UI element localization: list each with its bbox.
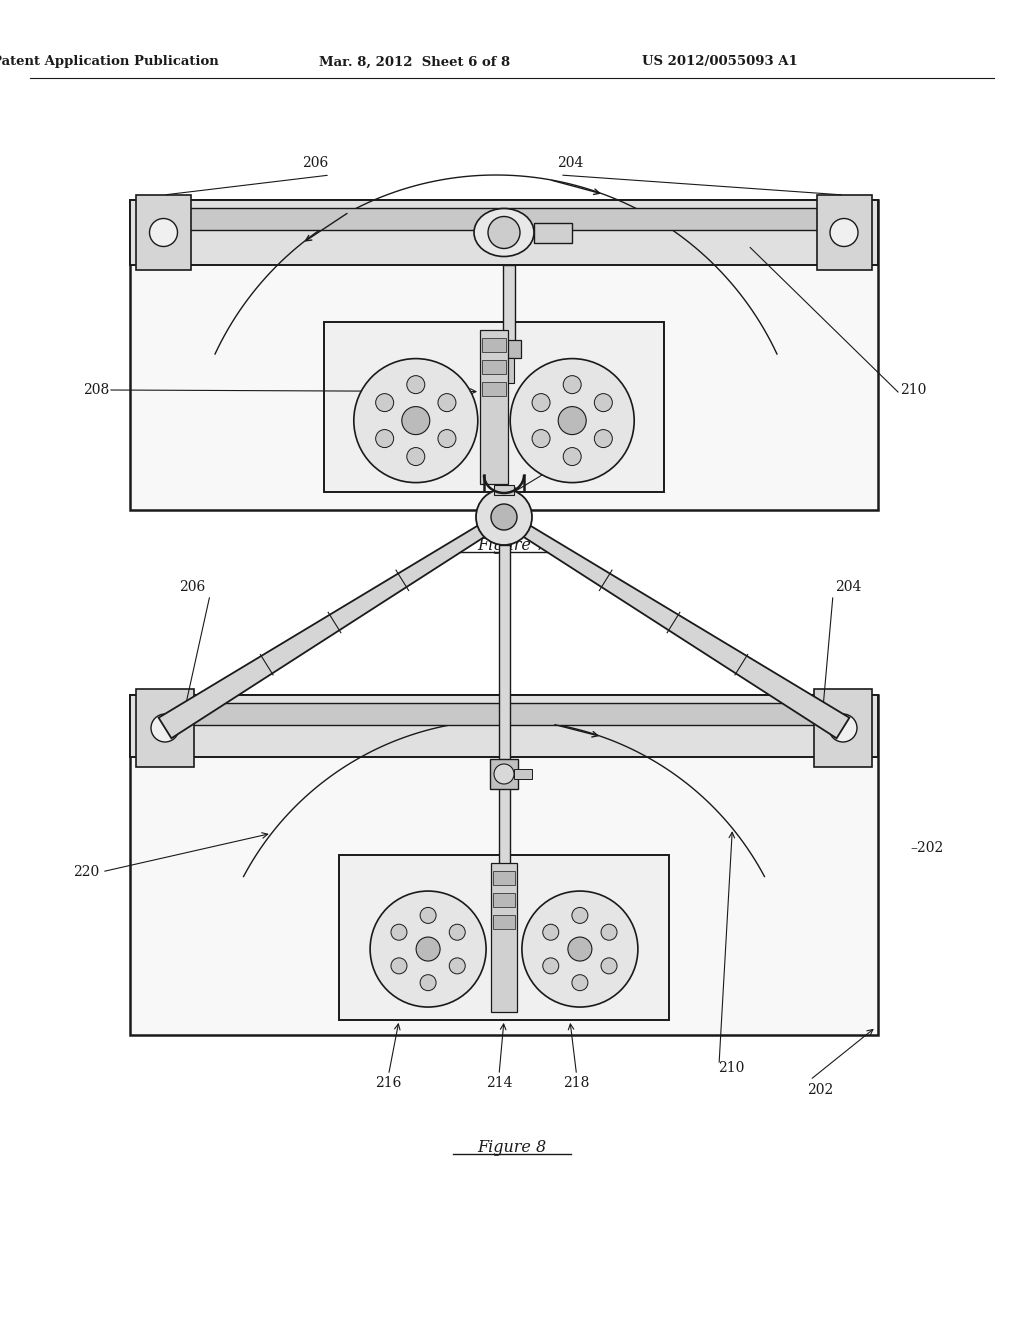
Text: 202: 202 bbox=[807, 1082, 834, 1097]
Circle shape bbox=[407, 376, 425, 393]
Circle shape bbox=[532, 429, 550, 447]
Circle shape bbox=[510, 359, 634, 483]
Bar bbox=[170, 209, 838, 230]
Polygon shape bbox=[159, 512, 507, 738]
Text: 204: 204 bbox=[557, 156, 584, 170]
Bar bbox=[324, 322, 664, 492]
Bar bbox=[136, 689, 194, 767]
Bar bbox=[504, 358, 514, 383]
Circle shape bbox=[391, 958, 407, 974]
Bar bbox=[497, 341, 521, 358]
Circle shape bbox=[601, 958, 617, 974]
Ellipse shape bbox=[474, 209, 534, 256]
Circle shape bbox=[450, 958, 465, 974]
Bar bbox=[493, 894, 515, 907]
Text: Figure 7: Figure 7 bbox=[477, 537, 547, 554]
Circle shape bbox=[150, 219, 177, 247]
Circle shape bbox=[420, 907, 436, 924]
Circle shape bbox=[476, 488, 532, 545]
Text: 206: 206 bbox=[302, 156, 328, 170]
Polygon shape bbox=[501, 512, 849, 738]
Circle shape bbox=[488, 216, 520, 248]
Text: 220: 220 bbox=[73, 865, 99, 879]
Circle shape bbox=[571, 907, 588, 924]
Circle shape bbox=[450, 924, 465, 940]
Bar bbox=[503, 265, 515, 345]
Bar bbox=[170, 704, 838, 725]
Text: 214: 214 bbox=[485, 1076, 512, 1090]
Bar bbox=[494, 484, 514, 495]
Bar bbox=[493, 871, 515, 884]
Bar bbox=[136, 195, 191, 271]
Text: 216: 216 bbox=[376, 1076, 401, 1090]
Circle shape bbox=[438, 393, 456, 412]
Circle shape bbox=[416, 937, 440, 961]
Bar bbox=[339, 855, 669, 1020]
Bar bbox=[493, 915, 515, 929]
Text: Figure 8: Figure 8 bbox=[477, 1139, 547, 1156]
Text: US 2012/0055093 A1: US 2012/0055093 A1 bbox=[642, 55, 798, 69]
Bar bbox=[130, 201, 878, 510]
Circle shape bbox=[370, 891, 486, 1007]
Circle shape bbox=[568, 937, 592, 961]
Bar bbox=[130, 696, 878, 1035]
Circle shape bbox=[522, 891, 638, 1007]
Bar bbox=[514, 770, 532, 779]
Text: Mar. 8, 2012  Sheet 6 of 8: Mar. 8, 2012 Sheet 6 of 8 bbox=[319, 55, 511, 69]
Bar bbox=[814, 689, 872, 767]
Circle shape bbox=[391, 924, 407, 940]
Bar bbox=[130, 696, 878, 756]
Circle shape bbox=[420, 974, 436, 991]
Text: 210: 210 bbox=[718, 1061, 744, 1074]
Text: 208: 208 bbox=[83, 383, 110, 397]
Circle shape bbox=[830, 219, 858, 247]
Circle shape bbox=[401, 407, 430, 434]
Text: Patent Application Publication: Patent Application Publication bbox=[0, 55, 218, 69]
Text: 208: 208 bbox=[549, 455, 575, 469]
Bar bbox=[817, 195, 872, 271]
Circle shape bbox=[829, 714, 857, 742]
Bar bbox=[482, 338, 506, 352]
Bar bbox=[490, 863, 517, 1012]
Circle shape bbox=[438, 429, 456, 447]
Circle shape bbox=[543, 958, 559, 974]
Bar bbox=[499, 545, 510, 906]
Bar bbox=[534, 223, 572, 243]
Circle shape bbox=[571, 974, 588, 991]
Circle shape bbox=[407, 447, 425, 466]
Circle shape bbox=[490, 504, 517, 531]
Circle shape bbox=[532, 393, 550, 412]
Circle shape bbox=[601, 924, 617, 940]
Text: 206: 206 bbox=[179, 579, 205, 594]
Text: 218: 218 bbox=[563, 1076, 590, 1090]
Circle shape bbox=[354, 359, 478, 483]
Bar bbox=[480, 330, 508, 484]
Circle shape bbox=[594, 429, 612, 447]
Bar bbox=[482, 360, 506, 374]
Text: 210: 210 bbox=[900, 383, 927, 397]
Bar bbox=[130, 201, 878, 265]
Circle shape bbox=[563, 447, 582, 466]
Circle shape bbox=[376, 429, 393, 447]
Text: –202: –202 bbox=[910, 841, 943, 855]
Bar bbox=[490, 759, 518, 789]
Bar bbox=[482, 381, 506, 396]
Circle shape bbox=[376, 393, 393, 412]
Circle shape bbox=[494, 764, 514, 784]
Circle shape bbox=[594, 393, 612, 412]
Circle shape bbox=[151, 714, 179, 742]
Circle shape bbox=[563, 376, 582, 393]
Circle shape bbox=[543, 924, 559, 940]
Text: 204: 204 bbox=[835, 579, 861, 594]
Circle shape bbox=[558, 407, 586, 434]
